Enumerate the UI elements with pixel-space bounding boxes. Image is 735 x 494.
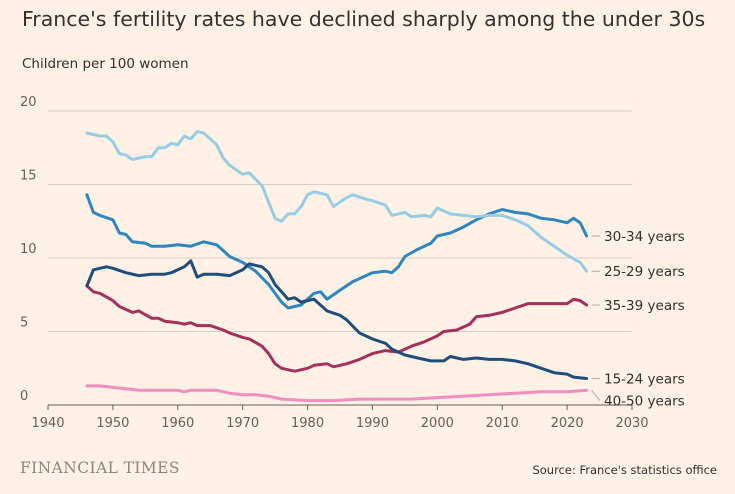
x-tick-label: 1940: [31, 416, 64, 431]
series-label: 15-24 years: [604, 372, 685, 388]
series-line-30-34-years: [85, 193, 589, 310]
y-tick-label: 5: [20, 316, 28, 331]
x-tick-label: 2010: [486, 416, 519, 431]
series-line-25-29-years: [85, 130, 589, 273]
x-tick-label: 2020: [551, 416, 584, 431]
y-tick-label: 0: [20, 389, 28, 404]
y-axis-unit-label: Children per 100 women: [22, 56, 189, 72]
x-tick-label: 1970: [226, 416, 259, 431]
series-line-35-39-years: [85, 284, 589, 373]
series-label: 40-50 years: [604, 394, 685, 410]
y-tick-label: 15: [20, 169, 37, 184]
series-line-40-50-years: [85, 384, 589, 403]
x-tick-label: 1980: [291, 416, 324, 431]
x-axis: 1940 1950 1960 1970 1980 1990 2000 2010 2020 2030: [31, 405, 649, 431]
ft-logo-wordmark: FINANCIAL TIMES: [20, 459, 180, 477]
x-tick-label: 1960: [161, 416, 194, 431]
series-lines: [85, 130, 589, 403]
x-tick-label: 1950: [96, 416, 129, 431]
series-line-15-24-years: [85, 259, 589, 380]
source-note: Source: France's statistics office: [532, 463, 717, 477]
series-labels: 30-34 years 25-29 years 35-39 years 15-24 y…: [591, 229, 685, 410]
y-tick-label: 10: [20, 242, 37, 257]
chart-title: France's fertility rates have declined s…: [22, 7, 706, 31]
y-axis: 0 5 10 15 20: [20, 95, 37, 404]
label-leader-line: [591, 389, 601, 401]
x-tick-label: 1990: [356, 416, 389, 431]
series-label: 35-39 years: [604, 298, 685, 314]
x-tick-label: 2000: [421, 416, 454, 431]
y-tick-label: 20: [20, 95, 37, 110]
series-label: 25-29 years: [604, 264, 685, 280]
gridlines: [48, 110, 632, 406]
series-label: 30-34 years: [604, 229, 685, 245]
x-tick-label: 2030: [615, 416, 648, 431]
